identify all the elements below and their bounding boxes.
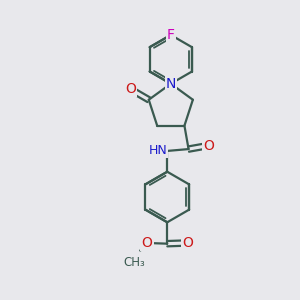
Text: N: N xyxy=(166,77,176,91)
Text: O: O xyxy=(142,236,152,250)
Text: O: O xyxy=(125,82,136,96)
Text: O: O xyxy=(203,139,214,153)
Text: HN: HN xyxy=(148,144,167,158)
Text: O: O xyxy=(183,236,194,250)
Text: CH₃: CH₃ xyxy=(123,256,145,269)
Text: F: F xyxy=(167,28,175,42)
